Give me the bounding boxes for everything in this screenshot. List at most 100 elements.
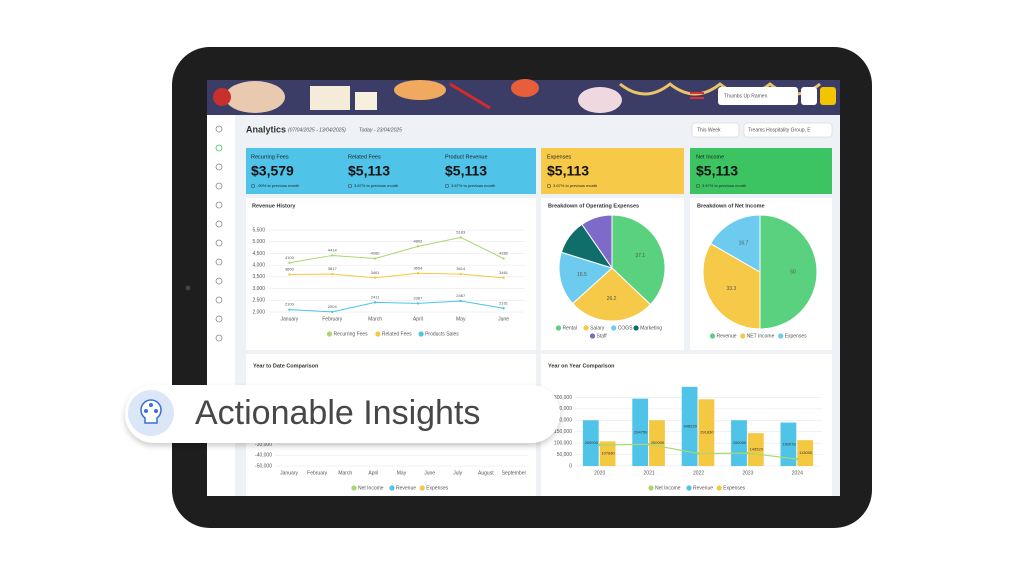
data-label: 190079 <box>782 441 796 446</box>
legend-label: Revenue <box>717 333 737 339</box>
nav-icon[interactable] <box>215 163 223 171</box>
nav-icon[interactable] <box>215 277 223 285</box>
nav-icon[interactable] <box>215 182 223 190</box>
legend-swatch <box>419 485 425 491</box>
y-tick-label: 200,000 <box>554 418 572 424</box>
nav-icon[interactable] <box>215 220 223 228</box>
today: Today - 23/04/2025 <box>359 127 402 133</box>
page-title: Analytics <box>246 124 286 134</box>
y-tick-label: 3,500 <box>252 274 265 280</box>
legend-swatch <box>583 325 589 331</box>
x-tick-label: January <box>280 470 298 476</box>
card-value: $5,113 <box>445 163 487 179</box>
nav-icon[interactable] <box>215 125 223 133</box>
bar <box>681 386 698 466</box>
card-change: -90% to previous month <box>257 183 299 188</box>
legend-label: Net Income <box>358 485 384 491</box>
notifications-button[interactable] <box>801 87 817 105</box>
revenue-card <box>246 148 536 194</box>
y-tick-label: 100,000 <box>554 440 572 446</box>
legend-label: Marketing <box>640 325 662 331</box>
legend-label: Net Income <box>655 485 681 491</box>
card-value: $3,579 <box>251 163 294 179</box>
data-label: 50 <box>790 269 796 275</box>
legend-label: COGS <box>618 325 633 331</box>
legend-swatch <box>418 331 424 337</box>
data-label: 200000 <box>733 440 747 445</box>
data-label: 113000 <box>799 450 813 455</box>
legend-swatch <box>778 333 784 339</box>
nav-icon[interactable] <box>215 239 223 247</box>
expenses-card <box>541 148 684 194</box>
y-tick-label: 2,000 <box>252 309 265 315</box>
x-tick-label: March <box>338 470 352 476</box>
restaurant-dropdown[interactable] <box>718 87 798 105</box>
x-tick-label: 2022 <box>693 470 704 476</box>
data-label: 16.5 <box>577 272 587 278</box>
card-label: Net Income <box>696 154 724 160</box>
point <box>288 261 291 264</box>
x-tick-label: September <box>502 470 527 476</box>
point <box>373 257 377 260</box>
y-tick-label: -50,000 <box>255 463 272 469</box>
legend-label: Expenses <box>426 485 448 491</box>
net-income-card <box>690 148 832 194</box>
point <box>331 272 334 276</box>
change-icon <box>250 183 256 189</box>
period-dropdown[interactable] <box>691 122 740 138</box>
legend-swatch <box>389 485 395 491</box>
y-tick-label: 5,000 <box>252 239 265 245</box>
nav-icon[interactable] <box>215 201 223 209</box>
point <box>697 452 700 455</box>
data-label: 4282 <box>499 251 509 256</box>
y-tick-label: 4,500 <box>252 251 265 257</box>
x-tick-label: 2020 <box>594 470 605 476</box>
data-label: 4802 <box>413 238 423 243</box>
change-icon <box>444 183 450 189</box>
card-change: 3.67% to previous month <box>702 183 746 188</box>
legend-label: Expenses <box>785 333 807 339</box>
y-tick-label: 50,000 <box>557 452 573 458</box>
pie-slice <box>611 214 666 306</box>
card-change: 3.67% to previous month <box>451 183 495 188</box>
y-tick-label: 300,000 <box>554 395 572 401</box>
pie-slice <box>558 251 613 305</box>
x-tick-label: August <box>478 470 494 476</box>
data-label: 3654 <box>413 265 423 270</box>
legend-label: Recurring Fees <box>334 331 369 337</box>
data-label: 3617 <box>328 266 338 271</box>
bar <box>747 433 764 466</box>
point <box>459 236 462 239</box>
legend-swatch <box>589 333 596 339</box>
nav-icon[interactable] <box>215 296 223 304</box>
point <box>416 245 420 248</box>
data-label: 2100 <box>285 302 295 307</box>
legend-swatch <box>648 485 654 491</box>
bar <box>731 420 747 466</box>
bulb <box>140 399 162 424</box>
insight-text: Actionable Insights <box>195 394 480 432</box>
avatar[interactable] <box>820 87 836 105</box>
x-tick-label: March <box>368 316 382 322</box>
chart-title: Revenue History <box>252 203 296 209</box>
pie-slice <box>702 242 761 330</box>
group-dropdown[interactable] <box>743 122 833 138</box>
chart-title: Year on Year Comparison <box>548 363 615 369</box>
bar <box>698 399 715 466</box>
card-label: Expenses <box>547 154 571 160</box>
nav-icon[interactable] <box>215 144 223 152</box>
x-tick-label: June <box>424 470 435 476</box>
bar <box>632 398 649 466</box>
data-label: 2367 <box>413 295 423 300</box>
point <box>502 307 505 310</box>
data-label: 291830 <box>700 430 714 435</box>
data-label: 5183 <box>456 229 466 234</box>
nav-icon[interactable] <box>215 334 223 342</box>
data-label: 16.7 <box>739 241 749 247</box>
x-tick-label: April <box>368 470 378 476</box>
point <box>796 457 799 461</box>
nav-icon[interactable] <box>215 315 223 323</box>
nav-icon[interactable] <box>215 258 223 266</box>
data-label: 2467 <box>456 293 466 298</box>
card-label: Product Revenue <box>445 154 488 160</box>
